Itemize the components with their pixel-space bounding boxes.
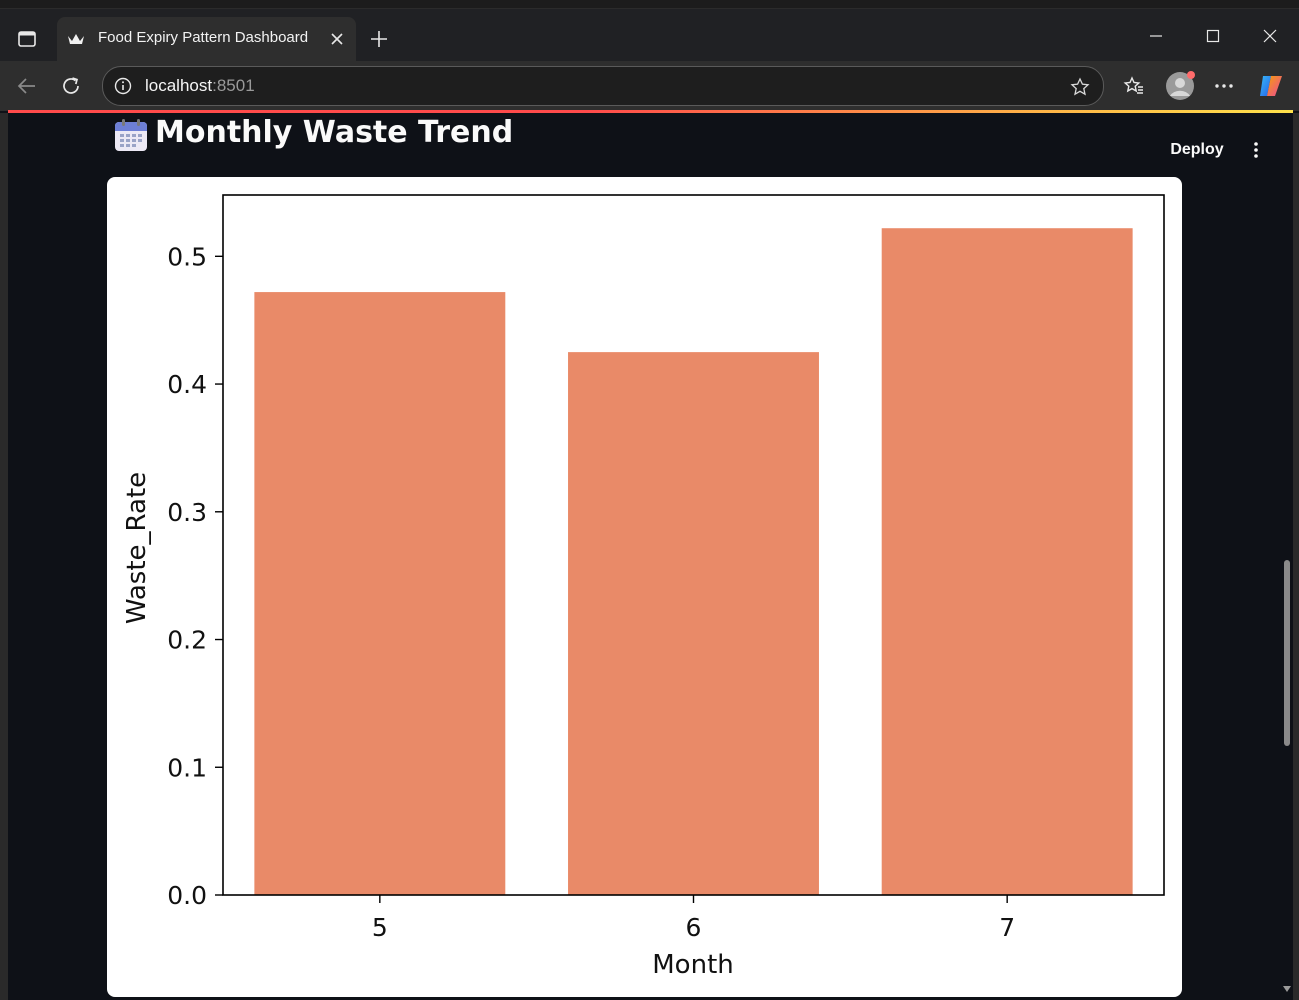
page-scrollbar-thumb[interactable] [1284, 560, 1290, 746]
navigation-toolbar: localhost:8501 [0, 61, 1299, 111]
window-left-edge [0, 113, 8, 1000]
y-tick-label: 0.5 [167, 242, 207, 271]
y-tick-label: 0.2 [167, 626, 207, 655]
close-window-icon[interactable] [1257, 24, 1283, 48]
maximize-icon[interactable] [1200, 24, 1226, 48]
x-tick-label: 6 [686, 913, 702, 942]
scroll-down-icon[interactable] [1282, 984, 1292, 994]
calendar-icon [113, 117, 149, 153]
more-options-icon[interactable] [1211, 73, 1237, 99]
window-right-edge [1293, 113, 1299, 1000]
url-text: localhost:8501 [145, 76, 255, 96]
site-info-icon[interactable] [113, 76, 133, 96]
profile-avatar-icon[interactable] [1164, 70, 1196, 102]
bar-month-7 [881, 228, 1133, 895]
waste-rate-bar-chart: 5 6 7 0.0 0.1 0.2 0.3 0.4 0.5 Month Waste_Rate [122, 194, 1165, 980]
y-tick-label: 0.3 [167, 498, 207, 527]
copilot-icon[interactable] [1256, 71, 1286, 101]
tab-actions-icon[interactable] [14, 26, 40, 52]
crown-icon [66, 30, 86, 48]
bars-layer [254, 228, 1133, 895]
x-tick-label: 5 [372, 913, 388, 942]
favorites-icon[interactable] [1121, 73, 1147, 99]
minimize-icon[interactable] [1143, 24, 1169, 48]
bar-month-5 [254, 292, 506, 895]
active-tab[interactable]: Food Expiry Pattern Dashboard [57, 17, 356, 61]
url-port: :8501 [212, 76, 255, 95]
plot-frame [222, 194, 1165, 896]
url-host: localhost [145, 76, 213, 95]
top-decoration-bar [8, 110, 1293, 113]
y-tick-label: 0.4 [167, 370, 207, 399]
x-tick-label: 7 [999, 913, 1015, 942]
deploy-button[interactable]: Deploy [1170, 141, 1224, 158]
chart-card: 5 6 7 0.0 0.1 0.2 0.3 0.4 0.5 Month Waste_Rate [107, 177, 1182, 997]
new-tab-icon[interactable] [366, 26, 392, 52]
close-tab-icon[interactable] [327, 29, 347, 49]
y-tick-label: 0.0 [167, 881, 207, 910]
y-tick-label: 0.1 [167, 753, 207, 782]
y-axis-label: Waste_Rate [122, 472, 152, 624]
browser-tab-strip: Food Expiry Pattern Dashboard [0, 0, 1299, 67]
favorite-star-icon[interactable] [1069, 76, 1091, 98]
back-icon[interactable] [14, 73, 40, 99]
bar-month-6 [568, 352, 819, 895]
x-axis-label: Month [652, 950, 734, 980]
main-menu-icon[interactable] [1246, 138, 1266, 162]
address-bar[interactable]: localhost:8501 [102, 66, 1104, 106]
reload-icon[interactable] [58, 73, 84, 99]
tab-title: Food Expiry Pattern Dashboard [98, 29, 309, 46]
page-title: Monthly Waste Trend [155, 115, 514, 150]
ticks-layer: 5 6 7 0.0 0.1 0.2 0.3 0.4 0.5 [167, 242, 1015, 942]
